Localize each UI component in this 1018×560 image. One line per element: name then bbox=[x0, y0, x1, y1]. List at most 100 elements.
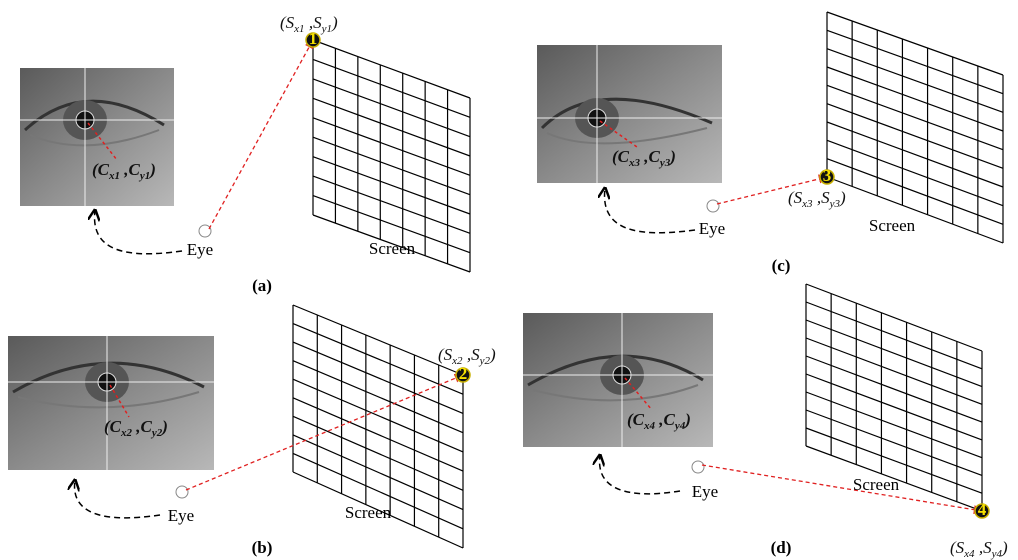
screen-grid bbox=[806, 284, 982, 351]
label-part: (C bbox=[92, 160, 110, 179]
label-part: (S bbox=[438, 345, 453, 364]
screen-grid bbox=[806, 410, 982, 475]
screen-grid bbox=[293, 305, 463, 375]
screen-grid bbox=[827, 159, 1003, 225]
eye-arrow bbox=[95, 210, 182, 254]
label-part: ,S bbox=[813, 188, 831, 207]
label-part: (S bbox=[788, 188, 803, 207]
screen-grid bbox=[313, 59, 470, 117]
screen-grid bbox=[806, 338, 982, 404]
gaze-point-number: 4 bbox=[978, 500, 987, 519]
label-part: ) bbox=[668, 147, 676, 166]
screen-grid bbox=[827, 104, 1003, 169]
screen-grid bbox=[806, 302, 982, 369]
eye-image bbox=[20, 68, 174, 206]
screen-grid bbox=[293, 361, 463, 433]
figure: (Cx1 ,Cy1)1(Sx1 ,Sy1)EyeScreen(a)(Cx2 ,C… bbox=[0, 0, 1018, 560]
screen-grid bbox=[293, 379, 463, 452]
panel-label: (c) bbox=[772, 256, 791, 275]
gaze-line bbox=[209, 40, 313, 229]
label-part: x3 bbox=[628, 157, 641, 169]
eye-arrow bbox=[605, 188, 695, 233]
label-part: ) bbox=[683, 410, 691, 429]
label-part: x1 bbox=[108, 170, 120, 182]
eye-label: Eye bbox=[187, 240, 213, 259]
label-part: y1 bbox=[138, 170, 150, 182]
eye-label: Eye bbox=[168, 506, 194, 525]
screen-grid bbox=[827, 122, 1003, 187]
label-part: x1 bbox=[293, 23, 304, 35]
eye-position bbox=[692, 461, 704, 473]
label-part: y1 bbox=[321, 23, 332, 35]
panel-label: (d) bbox=[771, 538, 792, 557]
eye-arrow bbox=[600, 455, 680, 494]
screen-grid bbox=[806, 356, 982, 422]
label-part: ,C bbox=[132, 417, 153, 436]
label-part: ,S bbox=[305, 13, 323, 32]
label-part: y3 bbox=[829, 198, 841, 210]
label-part: ,C bbox=[640, 147, 661, 166]
screen-grid bbox=[827, 12, 1003, 75]
label-part: (C bbox=[627, 410, 645, 429]
screen-grid bbox=[293, 435, 463, 510]
label-part: ) bbox=[148, 160, 156, 179]
label-part: ) bbox=[331, 13, 338, 32]
screen-point-label: (Sx1 ,Sy1) bbox=[280, 13, 338, 35]
eye-label: Eye bbox=[692, 482, 718, 501]
label-part: y4 bbox=[991, 548, 1003, 560]
screen-grid bbox=[827, 140, 1003, 205]
eye-image bbox=[8, 336, 214, 470]
label-part: y4 bbox=[673, 420, 686, 432]
label-part: x4 bbox=[643, 420, 656, 432]
eye-arrow bbox=[75, 480, 160, 518]
screen-grid bbox=[313, 98, 470, 156]
eye-label: Eye bbox=[699, 219, 725, 238]
screen-grid bbox=[313, 137, 470, 194]
screen-grid bbox=[313, 157, 470, 214]
screen-grid bbox=[827, 85, 1003, 149]
label-part: ) bbox=[489, 345, 496, 364]
label-part: x3 bbox=[801, 198, 813, 210]
screen-label: Screen bbox=[369, 239, 416, 258]
screen-point-label: (Sx2 ,Sy2) bbox=[438, 345, 496, 367]
label-part: ,C bbox=[655, 410, 676, 429]
screen-label: Screen bbox=[869, 216, 916, 235]
label-part: (C bbox=[612, 147, 630, 166]
label-part: y2 bbox=[150, 427, 163, 439]
screen-point-label: (Sx4 ,Sy4) bbox=[950, 538, 1008, 560]
label-part: (S bbox=[280, 13, 295, 32]
label-part: y2 bbox=[479, 355, 491, 367]
screen-grid bbox=[827, 30, 1003, 93]
eye-position bbox=[707, 200, 719, 212]
label-part: (S bbox=[950, 538, 965, 557]
screen-grid bbox=[827, 49, 1003, 113]
screen-point-label: (Sx3 ,Sy3) bbox=[788, 188, 846, 210]
screen-label: Screen bbox=[853, 475, 900, 494]
label-part: ,C bbox=[120, 160, 141, 179]
screen-grid bbox=[806, 320, 982, 387]
screen-grid bbox=[313, 118, 470, 176]
screen-grid bbox=[827, 67, 1003, 131]
screen-grid bbox=[806, 374, 982, 440]
eye-position bbox=[199, 225, 211, 237]
panel-label: (a) bbox=[252, 276, 272, 295]
label-part: (C bbox=[104, 417, 122, 436]
screen-grid bbox=[806, 392, 982, 458]
screen-grid bbox=[293, 416, 463, 490]
gaze-line bbox=[702, 465, 982, 511]
label-part: ) bbox=[1001, 538, 1008, 557]
screen-grid bbox=[313, 40, 470, 98]
label-part: x4 bbox=[963, 548, 975, 560]
label-part: ,S bbox=[975, 538, 993, 557]
label-part: ) bbox=[160, 417, 168, 436]
gaze-point-number: 3 bbox=[823, 166, 832, 185]
screen-grid bbox=[313, 79, 470, 137]
panel-label: (b) bbox=[252, 538, 273, 557]
label-part: y3 bbox=[658, 157, 671, 169]
screen-label: Screen bbox=[345, 503, 392, 522]
label-part: x2 bbox=[451, 355, 463, 367]
label-part: x2 bbox=[120, 427, 133, 439]
eye-position bbox=[176, 486, 188, 498]
label-part: ,S bbox=[463, 345, 481, 364]
label-part: ) bbox=[839, 188, 846, 207]
